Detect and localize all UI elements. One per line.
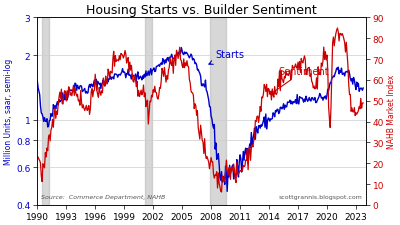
Text: Sentiment: Sentiment	[270, 66, 329, 95]
Bar	[42, 18, 48, 205]
Y-axis label: NAHB Market Index: NAHB Market Index	[387, 75, 396, 148]
Text: Starts: Starts	[209, 50, 244, 65]
Title: Housing Starts vs. Builder Sentiment: Housing Starts vs. Builder Sentiment	[86, 4, 317, 17]
Text: Source:  Commerce Department, NAHB: Source: Commerce Department, NAHB	[40, 194, 165, 199]
Text: scottgrannis.blogspot.com: scottgrannis.blogspot.com	[278, 194, 362, 199]
Bar	[210, 18, 226, 205]
Bar	[145, 18, 152, 205]
Y-axis label: Million Units, saar, semi-log: Million Units, saar, semi-log	[4, 59, 13, 164]
